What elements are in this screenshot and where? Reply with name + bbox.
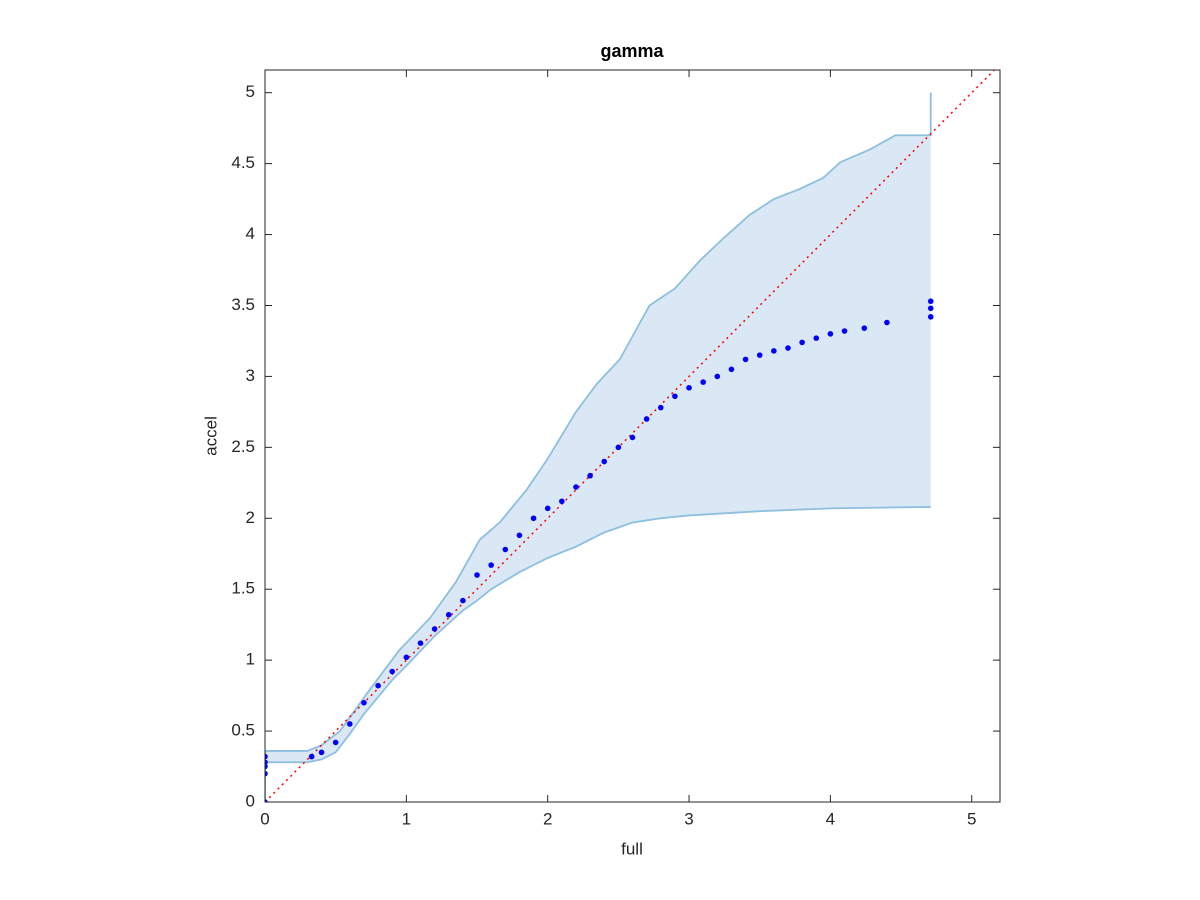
- data-point: [615, 444, 622, 451]
- x-tick-label: 1: [402, 809, 411, 828]
- data-point: [884, 319, 890, 326]
- band-upper: [265, 92, 932, 802]
- data-point: [332, 739, 339, 746]
- data-point: [530, 515, 537, 522]
- y-tick-label: 2: [246, 508, 255, 527]
- axes-box: [264, 69, 1001, 803]
- data-point: [417, 640, 424, 646]
- data-point: [573, 484, 579, 490]
- data-point: [742, 356, 749, 363]
- data-point: [601, 458, 608, 465]
- y-tick-label: 1: [246, 650, 255, 669]
- axes: 0 1 2 3 4 5 0 0.5 1 1.5 2 2.5 3 3.5 4 4.5 5: [231, 69, 1001, 828]
- data-point: [813, 335, 820, 341]
- data-point: [672, 393, 678, 400]
- data-point: [474, 572, 480, 578]
- data-point: [488, 562, 494, 568]
- data-point: [927, 314, 934, 320]
- data-point: [265, 799, 268, 802]
- x-tick-label: 3: [684, 809, 693, 828]
- y-tick-label: 3.5: [231, 295, 255, 314]
- data-point: [361, 699, 367, 706]
- data-point: [403, 654, 410, 661]
- data-point: [265, 753, 268, 760]
- data-point: [827, 331, 834, 337]
- chart-title: gamma: [600, 41, 664, 61]
- y-tick-label: 3: [246, 366, 255, 385]
- data-point: [756, 352, 763, 358]
- y-tick-label: 0: [246, 791, 255, 810]
- data-point: [375, 682, 381, 689]
- plot-area: [265, 70, 996, 802]
- y-tick-label: 4: [246, 224, 255, 243]
- data-point: [700, 379, 706, 385]
- y-tick-label: 1.5: [231, 579, 255, 598]
- x-tick-label: 5: [967, 809, 976, 828]
- data-point: [643, 416, 650, 422]
- y-tick-label: 5: [246, 82, 255, 101]
- x-tick-label: 4: [826, 809, 835, 828]
- x-tick-label: 0: [260, 809, 269, 828]
- data-point: [460, 597, 466, 604]
- y-axis-label: accel: [201, 416, 220, 456]
- data-point: [771, 348, 777, 354]
- data-point: [265, 763, 268, 770]
- data-point: [389, 668, 396, 675]
- data-point: [728, 366, 735, 373]
- data-point: [629, 434, 636, 441]
- data-point: [308, 753, 315, 760]
- x-axis-label: full: [621, 839, 643, 858]
- band-lower: [265, 506, 931, 764]
- data-point: [347, 721, 353, 727]
- data-point: [559, 498, 565, 505]
- data-point: [657, 404, 664, 411]
- data-point: [927, 298, 934, 305]
- y-tick-label: 0.5: [231, 721, 255, 740]
- data-point: [785, 345, 791, 351]
- data-point: [445, 611, 452, 618]
- data-point: [265, 770, 268, 777]
- band-fill: [265, 92, 931, 802]
- data-point: [927, 305, 934, 312]
- data-point: [686, 384, 692, 391]
- data-point: [318, 749, 325, 756]
- y-tick-label: 2.5: [231, 437, 255, 456]
- data-point: [265, 759, 268, 766]
- data-point: [516, 532, 523, 539]
- data-point: [799, 339, 805, 346]
- data-point: [841, 328, 848, 334]
- data-point: [502, 546, 509, 553]
- data-point: [431, 626, 438, 632]
- data-point: [861, 325, 868, 331]
- y-tick-label: 4.5: [231, 153, 255, 172]
- data-point: [587, 472, 593, 479]
- data-point: [544, 505, 551, 512]
- data-point: [714, 373, 721, 380]
- x-tick-label: 2: [543, 809, 552, 828]
